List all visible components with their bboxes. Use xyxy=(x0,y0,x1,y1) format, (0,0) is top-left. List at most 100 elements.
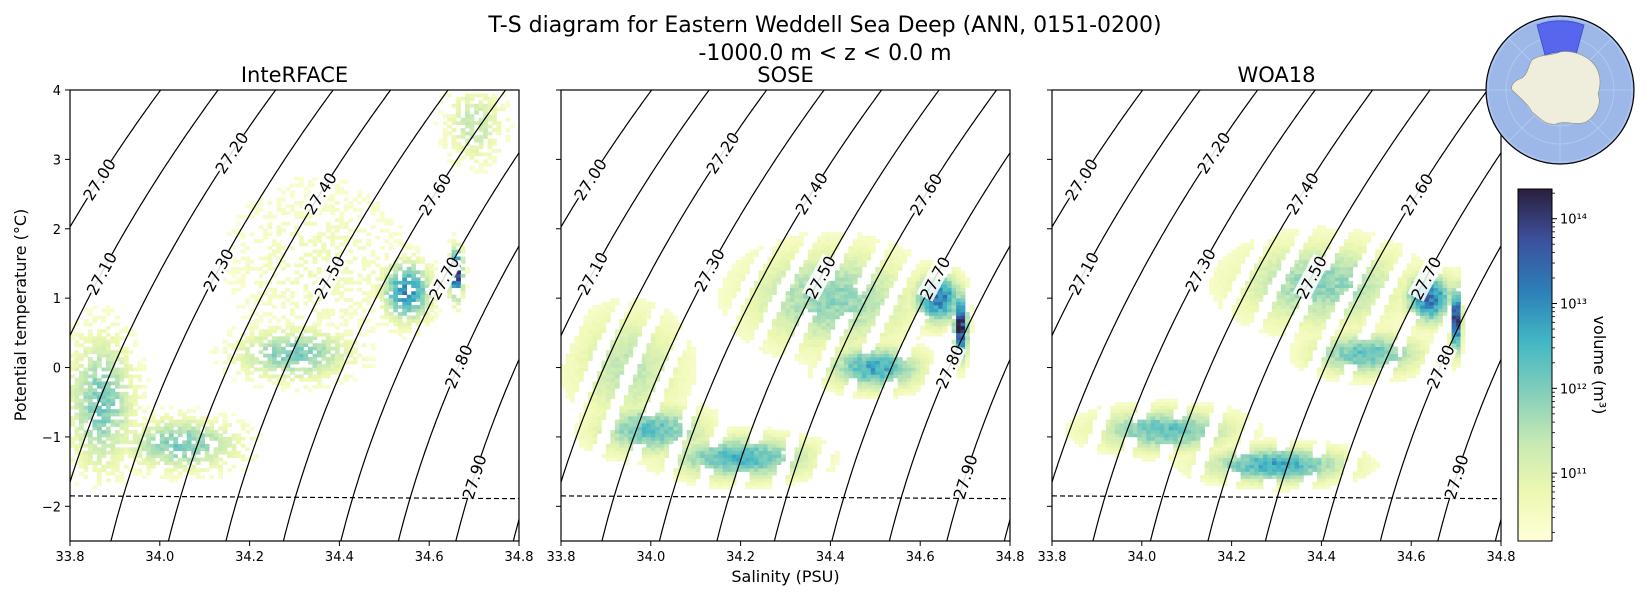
heatmap-cell xyxy=(258,266,264,271)
heatmap-cell xyxy=(460,259,466,264)
axis-ticks-sose: 33.8 34.0 34.2 34.4 34.6 34.8 xyxy=(547,89,1024,565)
heatmap-cell xyxy=(897,377,903,382)
heatmap-cell xyxy=(655,457,661,462)
heatmap-cell xyxy=(263,232,268,237)
heatmap-cell xyxy=(272,291,277,295)
heatmap-cell xyxy=(731,266,737,271)
heatmap-cell xyxy=(114,374,120,379)
heatmap-cell xyxy=(668,419,674,424)
heatmap-cell xyxy=(852,242,858,247)
heatmap-cell xyxy=(469,145,475,150)
heatmap-cell xyxy=(114,353,120,358)
heatmap-cell xyxy=(132,398,138,403)
heatmap-cell xyxy=(583,416,589,420)
heatmap-cell xyxy=(601,381,607,386)
heatmap-cell xyxy=(114,367,120,372)
heatmap-cell xyxy=(969,318,975,323)
heatmap-cell xyxy=(159,436,165,441)
heatmap-cell xyxy=(159,447,165,452)
heatmap-cell xyxy=(677,405,683,410)
heatmap-cell xyxy=(451,242,457,247)
heatmap-cell xyxy=(803,461,809,465)
heatmap-cell xyxy=(592,416,598,420)
heatmap-cell xyxy=(686,371,692,375)
heatmap-cell xyxy=(632,409,638,413)
heatmap-cell xyxy=(87,367,93,372)
heatmap-cell xyxy=(191,429,197,434)
heatmap-cell xyxy=(965,332,970,337)
heatmap-cell xyxy=(623,395,629,400)
heatmap-cell xyxy=(592,429,598,434)
heatmap-cell xyxy=(402,284,408,289)
heatmap-cell xyxy=(70,391,75,396)
heatmap-cell xyxy=(650,381,656,386)
heatmap-cell xyxy=(474,138,479,143)
heatmap-cell xyxy=(884,322,890,327)
heatmap-cell xyxy=(465,110,470,115)
heatmap-cell xyxy=(141,364,147,368)
heatmap-cell xyxy=(429,294,434,299)
heatmap-cell xyxy=(424,263,430,268)
heatmap-cell xyxy=(438,110,443,115)
heatmap-cell xyxy=(857,395,863,400)
heatmap-cell xyxy=(96,343,102,348)
heatmap-cell xyxy=(825,329,831,334)
heatmap-cell xyxy=(686,429,692,434)
heatmap-cell xyxy=(825,318,831,323)
heatmap-cell xyxy=(177,412,183,417)
heatmap-cell xyxy=(659,405,665,410)
heatmap-cell xyxy=(155,419,161,424)
heatmap-cell xyxy=(343,332,349,337)
heatmap-cell xyxy=(267,225,273,230)
heatmap-cell xyxy=(231,464,237,469)
heatmap-cell xyxy=(456,103,461,108)
heatmap-cell xyxy=(388,246,394,250)
y-tick-label: 3 xyxy=(53,153,61,168)
heatmap-cell xyxy=(240,426,246,431)
heatmap-cell xyxy=(798,235,804,240)
heatmap-cell xyxy=(592,346,598,351)
heatmap-cell xyxy=(781,447,786,452)
heatmap-cell xyxy=(861,235,867,240)
heatmap-cell xyxy=(298,176,304,181)
heatmap-cell xyxy=(803,433,809,438)
heatmap-cell xyxy=(352,197,358,202)
heatmap-cell xyxy=(587,440,593,445)
heatmap-cell xyxy=(384,287,390,292)
heatmap-cell xyxy=(307,214,313,219)
heatmap-cell xyxy=(290,308,295,313)
heatmap-cell xyxy=(101,336,107,341)
heatmap-cell xyxy=(119,384,125,389)
heatmap-cell xyxy=(673,468,679,472)
heatmap-cell xyxy=(168,450,174,455)
heatmap-cell xyxy=(578,419,584,424)
heatmap-cell xyxy=(110,339,116,344)
heatmap-cell xyxy=(227,353,232,358)
heatmap-cell xyxy=(101,374,107,379)
heatmap-cell xyxy=(700,457,705,462)
heatmap-cell xyxy=(415,312,421,316)
heatmap-cell xyxy=(334,336,340,341)
heatmap-cell xyxy=(785,329,791,334)
heatmap-cell xyxy=(231,450,237,455)
heatmap-cell xyxy=(583,339,589,344)
heatmap-cell xyxy=(857,336,863,341)
heatmap-cell xyxy=(281,381,286,386)
heatmap-cell xyxy=(650,461,656,465)
heatmap-cell xyxy=(951,325,957,330)
heatmap-cell xyxy=(200,416,205,420)
heatmap-cell xyxy=(343,270,349,275)
heatmap-cell xyxy=(915,367,921,372)
heatmap-cell xyxy=(879,357,885,361)
heatmap-cell xyxy=(713,416,719,420)
heatmap-cell xyxy=(965,353,970,358)
heatmap-cell xyxy=(619,409,625,413)
heatmap-cell xyxy=(848,308,854,313)
heatmap-cell xyxy=(866,322,872,327)
heatmap-cell xyxy=(938,312,943,316)
heatmap-cell xyxy=(776,270,782,275)
heatmap-cell xyxy=(848,249,854,254)
heatmap-cell xyxy=(785,318,791,323)
heatmap-cell xyxy=(924,332,930,337)
heatmap-cell xyxy=(460,246,466,250)
